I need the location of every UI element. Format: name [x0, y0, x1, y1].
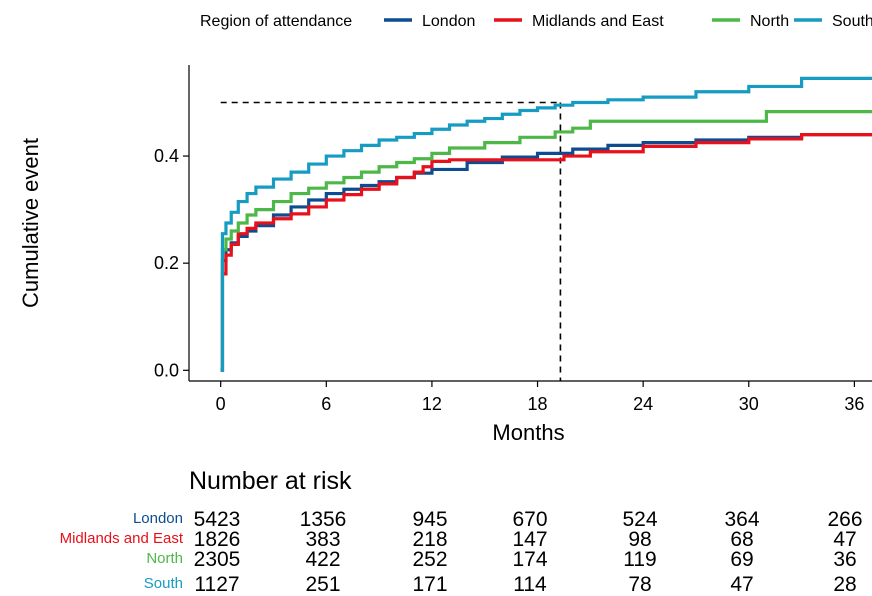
risk-value-south: 251: [305, 573, 340, 596]
x-tick-label: 12: [422, 394, 442, 414]
risk-value-london: 524: [622, 508, 657, 531]
risk-value-south: 171: [412, 573, 447, 596]
risk-value-midlands-and-east: 147: [512, 528, 547, 551]
risk-value-south: 28: [833, 573, 856, 596]
x-tick-label: 0: [216, 394, 226, 414]
risk-value-london: 945: [412, 508, 447, 531]
legend-title: Region of attendance: [200, 13, 352, 30]
risk-value-london: 5423: [194, 508, 241, 531]
x-tick-label: 24: [633, 394, 653, 414]
risk-value-north: 252: [412, 548, 447, 571]
risk-value-south: 47: [730, 573, 753, 596]
risk-row-label-midlands-and-east: Midlands and East: [60, 530, 184, 547]
risk-row-label-south: South: [144, 575, 183, 592]
y-tick-label: 0.0: [154, 360, 179, 380]
risk-value-midlands-and-east: 98: [628, 528, 651, 551]
legend-label-south: South: [832, 13, 872, 30]
series-line-midlands-and-east: [220, 133, 872, 372]
series-line-south: [220, 76, 872, 372]
legend-label-north: North: [750, 13, 789, 30]
risk-value-north: 2305: [194, 548, 241, 571]
legend-label-london: London: [422, 13, 475, 30]
y-tick-label: 0.2: [154, 253, 179, 273]
risk-value-south: 1127: [194, 573, 239, 596]
risk-value-midlands-and-east: 47: [833, 528, 856, 551]
x-tick-label: 6: [321, 394, 331, 414]
y-axis-title: Cumulative event: [18, 138, 43, 308]
risk-value-london: 364: [724, 508, 759, 531]
x-tick-label: 30: [739, 394, 759, 414]
risk-value-midlands-and-east: 68: [730, 528, 753, 551]
legend-label-midlands-and-east: Midlands and East: [532, 13, 664, 30]
plot-area: 0 6 12 18 24 30 36 0.0 0.2 0.4 Months Cumulative ev…: [18, 65, 872, 445]
risk-row-label-london: London: [133, 510, 183, 527]
risk-value-north: 422: [305, 548, 340, 571]
risk-value-midlands-and-east: 218: [412, 528, 447, 551]
legend: Region of attendance London Midlands and E…: [200, 13, 872, 30]
x-tick-label: 36: [844, 394, 864, 414]
x-axis-title: Months: [492, 420, 564, 445]
risk-value-london: 670: [512, 508, 547, 531]
y-tick-label: 0.4: [154, 146, 179, 166]
risk-value-north: 174: [512, 548, 547, 571]
risk-row-label-north: North: [146, 550, 183, 567]
risk-value-north: 119: [623, 548, 656, 571]
risk-value-midlands-and-east: 383: [305, 528, 340, 551]
x-tick-label: 18: [528, 394, 548, 414]
series-line-north: [220, 109, 872, 372]
risk-value-south: 78: [628, 573, 651, 596]
risk-value-london: 266: [827, 508, 862, 531]
series-line-london: [220, 133, 872, 372]
risk-value-london: 1356: [300, 508, 347, 531]
risk-value-south: 114: [513, 573, 547, 596]
risk-value-north: 69: [730, 548, 753, 571]
risk-value-midlands-and-east: 1826: [194, 528, 241, 551]
risk-table-title: Number at risk: [189, 467, 352, 495]
risk-value-north: 36: [833, 548, 856, 571]
